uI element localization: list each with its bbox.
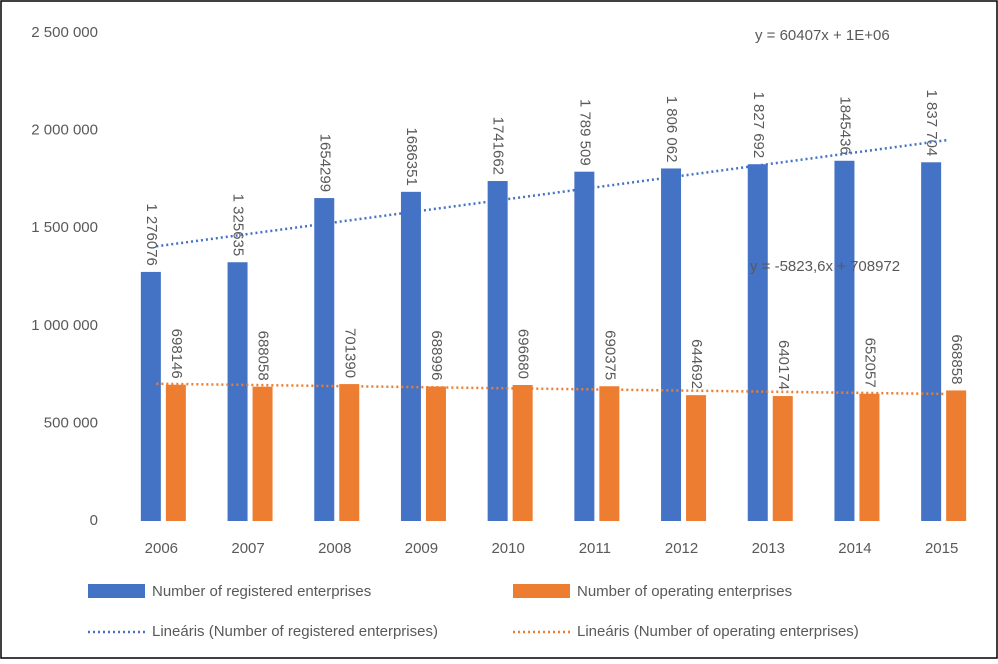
bar bbox=[140, 271, 161, 521]
x-tick-label: 2013 bbox=[752, 540, 785, 557]
legend-label: Lineáris (Number of operating enterprise… bbox=[577, 623, 859, 640]
bar bbox=[599, 386, 620, 521]
data-label: 1741662 bbox=[490, 117, 507, 175]
x-tick-label: 2007 bbox=[231, 540, 264, 557]
bar bbox=[314, 198, 335, 521]
data-label: 1 806 062 bbox=[663, 96, 680, 163]
bar bbox=[425, 386, 446, 521]
y-tick-label: 0 bbox=[90, 512, 98, 529]
data-label: 698146 bbox=[168, 329, 185, 379]
data-label: 696680 bbox=[515, 329, 532, 379]
legend-swatch bbox=[513, 584, 570, 598]
legend-label: Number of operating enterprises bbox=[577, 583, 792, 600]
bar bbox=[487, 181, 508, 521]
bar bbox=[165, 384, 186, 521]
data-label: 1 827 692 bbox=[750, 92, 767, 159]
data-label: 652057 bbox=[861, 338, 878, 388]
y-tick-label: 2 500 000 bbox=[31, 24, 98, 41]
x-tick-label: 2012 bbox=[665, 540, 698, 557]
data-label: 640174 bbox=[775, 340, 792, 390]
bar bbox=[686, 395, 707, 521]
bar bbox=[339, 384, 360, 521]
bar bbox=[921, 162, 942, 521]
bar bbox=[661, 168, 682, 521]
trendline-equation: y = -5823,6x + 708972 bbox=[750, 258, 900, 275]
trendline-equation: y = 60407x + 1E+06 bbox=[755, 27, 890, 44]
legend-swatch bbox=[88, 584, 145, 598]
bar bbox=[747, 164, 768, 521]
data-label: 668858 bbox=[948, 334, 965, 384]
y-tick-label: 2 000 000 bbox=[31, 122, 98, 139]
y-tick-label: 500 000 bbox=[44, 414, 98, 431]
data-label: 644692 bbox=[688, 339, 705, 389]
x-tick-label: 2014 bbox=[838, 540, 871, 557]
data-label: 688996 bbox=[428, 330, 445, 380]
bar bbox=[834, 160, 855, 522]
data-label: 1 276076 bbox=[143, 203, 160, 266]
data-label: 688058 bbox=[255, 331, 272, 381]
x-tick-label: 2008 bbox=[318, 540, 351, 557]
data-label: 1 837 704 bbox=[923, 90, 940, 157]
x-tick-label: 2010 bbox=[491, 540, 524, 557]
bar bbox=[227, 262, 248, 521]
x-tick-label: 2015 bbox=[925, 540, 958, 557]
bar bbox=[400, 191, 421, 521]
bar bbox=[859, 393, 880, 521]
x-tick-label: 2011 bbox=[579, 540, 611, 557]
data-label: 701390 bbox=[341, 328, 358, 378]
bar bbox=[512, 385, 533, 521]
data-label: 1845436 bbox=[836, 96, 853, 154]
data-label: 690375 bbox=[601, 330, 618, 380]
data-label: 1 325635 bbox=[230, 194, 247, 257]
y-tick-label: 1 000 000 bbox=[31, 317, 98, 334]
bar bbox=[252, 386, 273, 521]
y-tick-label: 1 500 000 bbox=[31, 219, 98, 236]
data-label: 1654299 bbox=[316, 134, 333, 192]
legend-label: Lineáris (Number of registered enterpris… bbox=[152, 623, 438, 640]
legend-label: Number of registered enterprises bbox=[152, 583, 371, 600]
data-label: 1686351 bbox=[403, 127, 420, 185]
bar bbox=[946, 390, 967, 521]
x-tick-label: 2009 bbox=[405, 540, 438, 557]
data-label: 1 789 509 bbox=[576, 99, 593, 166]
bar bbox=[574, 171, 595, 521]
trendline bbox=[156, 382, 947, 396]
x-tick-label: 2006 bbox=[145, 540, 178, 557]
bar bbox=[772, 396, 793, 521]
